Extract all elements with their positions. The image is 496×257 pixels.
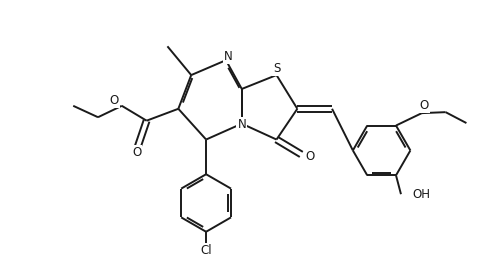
Text: OH: OH bbox=[412, 188, 430, 201]
Text: O: O bbox=[306, 150, 315, 163]
Text: Cl: Cl bbox=[200, 244, 212, 256]
Text: O: O bbox=[420, 99, 429, 112]
Text: N: N bbox=[238, 118, 246, 131]
Text: O: O bbox=[110, 94, 119, 107]
Text: N: N bbox=[224, 50, 233, 63]
Text: O: O bbox=[132, 146, 141, 159]
Text: S: S bbox=[273, 62, 280, 75]
